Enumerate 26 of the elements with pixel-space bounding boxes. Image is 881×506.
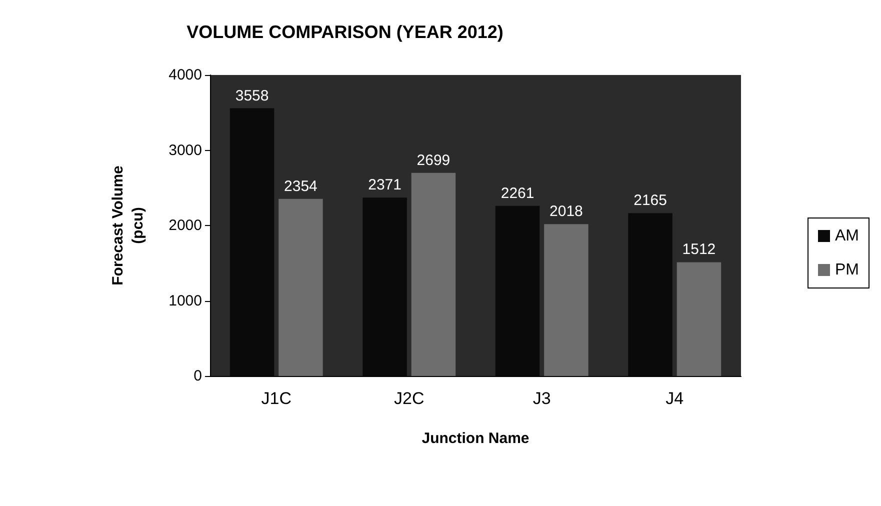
data-label: 3558 [235, 87, 269, 104]
data-label: 1512 [682, 241, 716, 258]
x-axis-title: Junction Name [422, 430, 530, 447]
y-tick-label: 4000 [168, 66, 202, 84]
bar [676, 262, 722, 376]
bar [411, 172, 456, 376]
x-tick-label: J2C [394, 389, 424, 408]
y-tick-label: 1000 [168, 292, 202, 310]
data-label: 2371 [368, 176, 402, 194]
data-label: 2699 [416, 152, 450, 169]
bar [278, 198, 323, 376]
bar [544, 224, 588, 376]
data-label: 2165 [634, 192, 667, 210]
x-tick-label: J4 [666, 389, 684, 408]
legend-label: PM [835, 262, 859, 278]
y-tick-label: 3000 [168, 142, 202, 159]
x-tick-label: J3 [532, 389, 551, 408]
data-label: 2261 [500, 184, 534, 202]
data-label: 2354 [284, 178, 318, 195]
chart-title: VOLUME COMPARISON (YEAR 2012) [186, 22, 504, 42]
y-axis-title: Forecast Volume (pcu) [110, 166, 146, 286]
y-tick-label: 0 [194, 368, 202, 384]
y-tick-label: 2000 [168, 217, 202, 234]
data-label: 2018 [550, 203, 583, 220]
x-tick-label: J1C [261, 389, 292, 408]
legend-label: AM [835, 228, 859, 244]
